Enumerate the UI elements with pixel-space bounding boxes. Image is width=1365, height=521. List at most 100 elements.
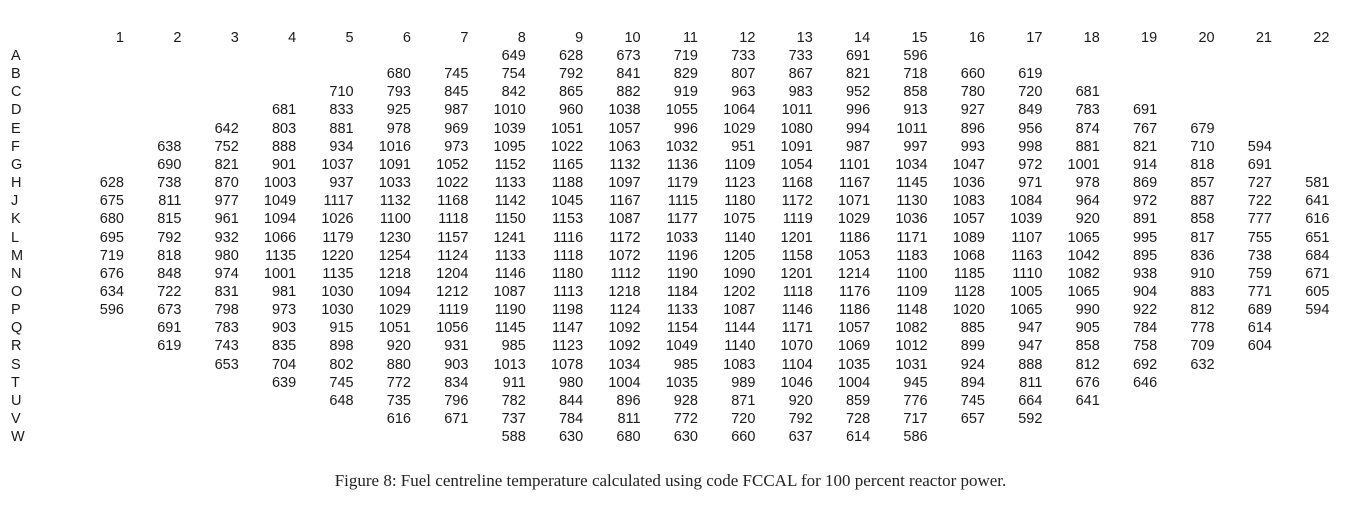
temperature-cell: 745 xyxy=(960,392,985,409)
temperature-cell: 777 xyxy=(1247,211,1272,228)
temperature-cell: 932 xyxy=(214,229,239,246)
row-header: A xyxy=(11,48,21,64)
temperature-cell: 914 xyxy=(1132,156,1158,173)
temperature-cell: 969 xyxy=(444,120,469,137)
temperature-cell: 858 xyxy=(1075,338,1100,355)
temperature-cell: 987 xyxy=(444,102,469,119)
temperature-cell: 639 xyxy=(271,374,297,391)
temperature-cell: 1140 xyxy=(724,338,756,355)
temperature-cell: 901 xyxy=(271,156,297,173)
temperature-cell: 1190 xyxy=(666,265,698,282)
temperature-cell: 1029 xyxy=(378,302,411,319)
column-header: 12 xyxy=(739,30,756,46)
temperature-cell: 1135 xyxy=(322,265,354,282)
temperature-cell: 985 xyxy=(673,356,698,373)
temperature-cell: 802 xyxy=(329,356,354,373)
temperature-cell: 1185 xyxy=(953,265,985,282)
temperature-cell: 831 xyxy=(214,283,239,300)
temperature-cell: 951 xyxy=(731,138,756,155)
temperature-cell: 722 xyxy=(1247,193,1272,210)
temperature-cell: 985 xyxy=(501,338,526,355)
temperature-cell: 903 xyxy=(444,356,469,373)
temperature-cell: 1146 xyxy=(781,302,813,319)
temperature-cell: 945 xyxy=(903,374,928,391)
temperature-cell: 710 xyxy=(1190,138,1215,155)
temperature-cell: 792 xyxy=(157,229,182,246)
temperature-cell: 1029 xyxy=(837,211,871,228)
row-header: H xyxy=(11,175,22,192)
column-header: 4 xyxy=(288,30,297,46)
temperature-cell: 632 xyxy=(1190,356,1215,373)
temperature-cell: 1087 xyxy=(608,211,641,228)
temperature-cell: 722 xyxy=(157,283,182,300)
temperature-cell: 997 xyxy=(903,138,928,155)
temperature-cell: 1202 xyxy=(723,283,756,300)
temperature-cell: 1036 xyxy=(952,175,985,192)
temperature-cell: 994 xyxy=(845,120,871,137)
temperature-cell: 1168 xyxy=(437,193,469,210)
row-header: M xyxy=(11,247,24,264)
temperature-cell: 646 xyxy=(1132,374,1158,391)
temperature-cell: 691 xyxy=(1132,102,1158,119)
temperature-cell: 844 xyxy=(558,392,584,409)
temperature-cell: 1039 xyxy=(493,120,526,137)
temperature-cell: 1147 xyxy=(552,320,584,337)
temperature-cell: 619 xyxy=(157,338,182,355)
temperature-cell: 1005 xyxy=(1010,283,1043,300)
temperature-cell: 858 xyxy=(903,84,928,101)
row-header: W xyxy=(11,429,25,446)
column-header: 14 xyxy=(854,30,871,46)
temperature-cell: 883 xyxy=(1190,283,1215,300)
temperature-cell: 1153 xyxy=(552,211,584,228)
temperature-cell: 807 xyxy=(731,66,756,83)
temperature-cell: 1110 xyxy=(1012,265,1043,282)
temperature-cell: 972 xyxy=(1132,193,1158,210)
temperature-cell: 1218 xyxy=(378,265,411,282)
temperature-cell: 1049 xyxy=(665,338,698,355)
temperature-cell: 1133 xyxy=(494,175,526,192)
temperature-cell: 735 xyxy=(386,392,411,409)
temperature-cell: 971 xyxy=(1018,175,1043,192)
temperature-cell: 783 xyxy=(1075,102,1100,119)
temperature-cell: 1057 xyxy=(608,120,641,137)
temperature-cell: 605 xyxy=(1305,283,1330,300)
temperature-cell: 989 xyxy=(731,374,756,391)
temperature-cell: 1158 xyxy=(781,247,813,264)
temperature-cell: 717 xyxy=(903,411,928,427)
temperature-cell: 679 xyxy=(1190,120,1215,137)
temperature-cell: 833 xyxy=(329,102,354,119)
column-header: 1 xyxy=(115,30,124,46)
temperature-cell: 738 xyxy=(157,175,182,192)
column-header: 8 xyxy=(517,30,526,46)
temperature-cell: 915 xyxy=(329,320,354,337)
temperature-cell: 651 xyxy=(1305,229,1330,246)
temperature-cell: 1083 xyxy=(952,193,985,210)
temperature-cell: 874 xyxy=(1075,120,1100,137)
temperature-cell: 1132 xyxy=(609,156,641,173)
temperature-cell: 792 xyxy=(558,66,584,83)
temperature-cell: 834 xyxy=(444,374,469,391)
temperature-cell: 1100 xyxy=(379,211,411,228)
temperature-cell: 947 xyxy=(1018,338,1043,355)
temperature-cell: 1087 xyxy=(723,302,756,319)
temperature-cell: 588 xyxy=(501,429,526,446)
temperature-cell: 1133 xyxy=(494,247,526,264)
temperature-cell: 1176 xyxy=(839,283,871,300)
temperature-cell: 987 xyxy=(845,138,871,155)
temperature-cell: 709 xyxy=(1190,338,1215,355)
temperature-cell: 928 xyxy=(673,392,698,409)
temperature-cell: 1069 xyxy=(837,338,871,355)
temperature-cell: 614 xyxy=(1247,320,1272,337)
temperature-cell: 1092 xyxy=(608,338,641,355)
temperature-cell: 1057 xyxy=(837,320,871,337)
temperature-cell: 1132 xyxy=(379,193,411,210)
temperature-cell: 1013 xyxy=(493,356,526,373)
temperature-cell: 718 xyxy=(903,66,928,83)
temperature-cell: 1104 xyxy=(781,356,813,373)
temperature-cell: 1011 xyxy=(781,102,813,119)
temperature-cell: 1148 xyxy=(896,302,928,319)
temperature-cell: 1172 xyxy=(781,193,813,210)
temperature-cell: 896 xyxy=(616,392,641,409)
temperature-cell: 1186 xyxy=(839,229,871,246)
temperature-cell: 947 xyxy=(1018,320,1043,337)
